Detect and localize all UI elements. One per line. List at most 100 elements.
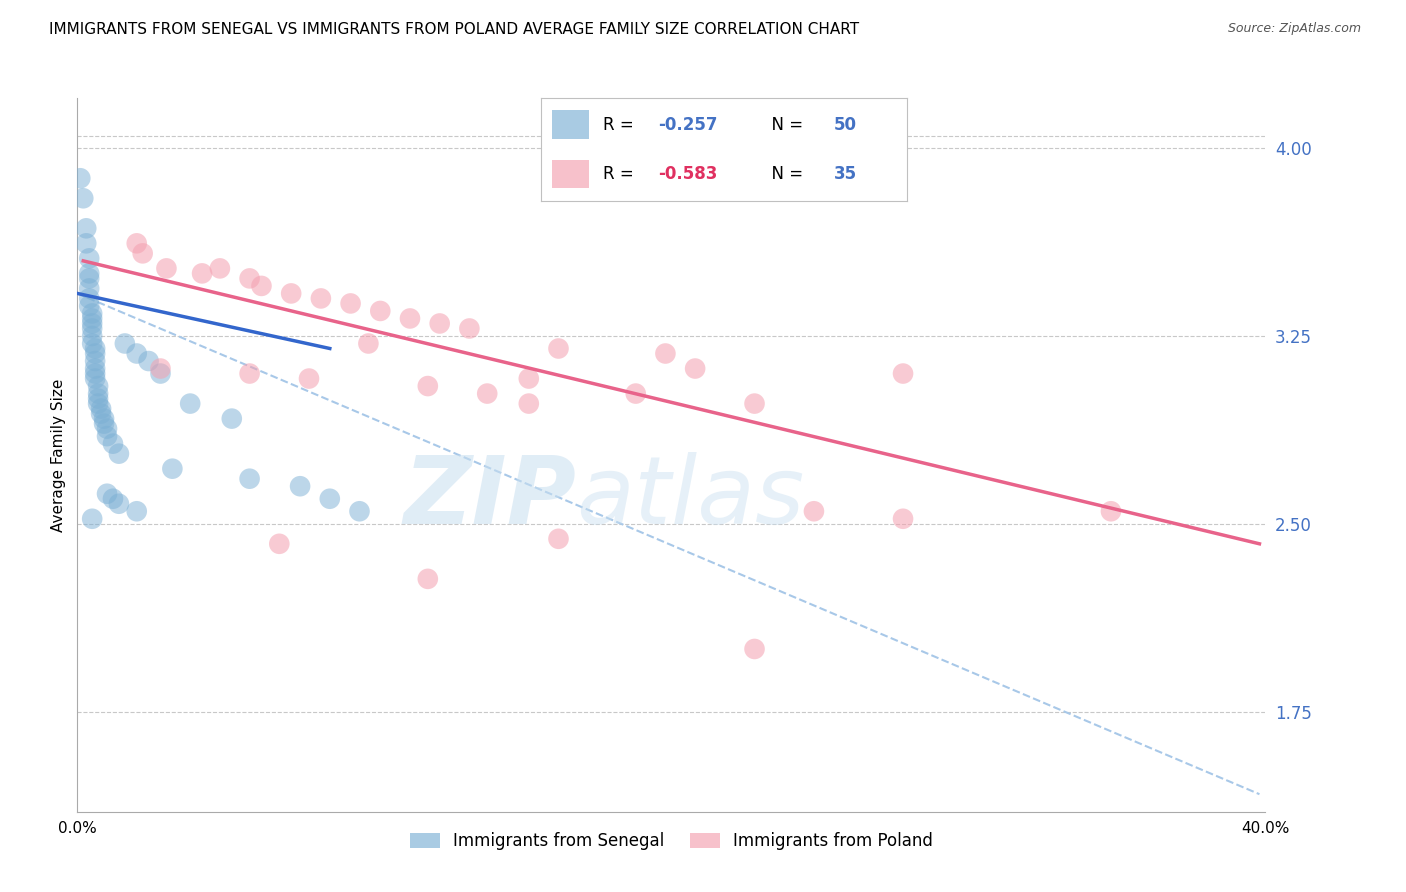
Point <box>298 371 321 385</box>
Point <box>803 504 825 518</box>
Point <box>75 221 97 235</box>
Point <box>339 296 361 310</box>
Point <box>77 252 100 266</box>
Text: N =: N = <box>761 165 808 183</box>
Point <box>77 292 100 306</box>
Text: R =: R = <box>603 116 640 134</box>
Point <box>84 361 107 376</box>
Text: R =: R = <box>603 165 640 183</box>
Text: IMMIGRANTS FROM SENEGAL VS IMMIGRANTS FROM POLAND AVERAGE FAMILY SIZE CORRELATIO: IMMIGRANTS FROM SENEGAL VS IMMIGRANTS FR… <box>49 22 859 37</box>
Bar <box>553 111 589 139</box>
Text: -0.583: -0.583 <box>658 165 717 183</box>
Point <box>191 266 214 280</box>
Text: -0.257: -0.257 <box>658 116 718 134</box>
Point <box>125 346 148 360</box>
Point <box>131 246 153 260</box>
Point <box>138 354 160 368</box>
Point <box>82 317 104 331</box>
Point <box>208 261 231 276</box>
Point <box>75 236 97 251</box>
Point <box>101 436 124 450</box>
Point <box>108 497 131 511</box>
Point <box>114 336 136 351</box>
Point <box>162 461 184 475</box>
Point <box>368 304 391 318</box>
Point <box>477 386 499 401</box>
Point <box>429 317 451 331</box>
Point <box>239 271 262 285</box>
Point <box>250 279 273 293</box>
Point <box>744 396 766 410</box>
Point <box>77 281 100 295</box>
Text: Source: ZipAtlas.com: Source: ZipAtlas.com <box>1227 22 1361 36</box>
Point <box>96 487 118 501</box>
Point <box>84 342 107 356</box>
Point <box>891 367 914 381</box>
Point <box>90 401 112 416</box>
Point <box>149 367 172 381</box>
Point <box>77 266 100 280</box>
Point <box>349 504 371 518</box>
Point <box>319 491 342 506</box>
Point <box>87 396 110 410</box>
Point <box>82 336 104 351</box>
Point <box>84 346 107 360</box>
Point <box>458 321 481 335</box>
Bar <box>553 160 589 188</box>
Point <box>280 286 302 301</box>
Point <box>547 342 569 356</box>
Point <box>309 292 332 306</box>
Point <box>84 371 107 385</box>
Point <box>84 354 107 368</box>
Point <box>654 346 676 360</box>
Point <box>82 311 104 326</box>
Point <box>269 537 291 551</box>
Point <box>179 396 201 410</box>
Point <box>624 386 647 401</box>
Point <box>84 367 107 381</box>
Text: N =: N = <box>761 116 808 134</box>
Point <box>93 411 115 425</box>
Point <box>891 512 914 526</box>
Point <box>744 642 766 657</box>
Text: atlas: atlas <box>576 452 804 543</box>
Point <box>96 422 118 436</box>
Point <box>96 429 118 443</box>
Point <box>517 396 540 410</box>
Point <box>221 411 243 425</box>
Point <box>93 417 115 431</box>
Text: ZIP: ZIP <box>404 451 576 544</box>
Point <box>87 392 110 406</box>
Point <box>416 572 439 586</box>
Point <box>82 329 104 343</box>
Point <box>149 361 172 376</box>
Point <box>517 371 540 385</box>
Point <box>101 491 124 506</box>
Text: 50: 50 <box>834 116 856 134</box>
Point <box>108 447 131 461</box>
Point <box>1099 504 1122 518</box>
Point <box>72 191 94 205</box>
Point <box>90 407 112 421</box>
Legend: Immigrants from Senegal, Immigrants from Poland: Immigrants from Senegal, Immigrants from… <box>404 826 939 857</box>
Point <box>683 361 706 376</box>
Point <box>82 512 104 526</box>
Point <box>82 306 104 320</box>
Point <box>357 336 380 351</box>
Point <box>69 171 91 186</box>
Text: 35: 35 <box>834 165 856 183</box>
Point <box>82 321 104 335</box>
Point <box>155 261 177 276</box>
Point <box>399 311 422 326</box>
Point <box>239 472 262 486</box>
Point <box>239 367 262 381</box>
Point <box>77 299 100 313</box>
Point <box>547 532 569 546</box>
Point <box>125 504 148 518</box>
Y-axis label: Average Family Size: Average Family Size <box>51 378 66 532</box>
Point <box>77 271 100 285</box>
Point <box>288 479 311 493</box>
Point <box>416 379 439 393</box>
Point <box>87 379 110 393</box>
Point <box>125 236 148 251</box>
